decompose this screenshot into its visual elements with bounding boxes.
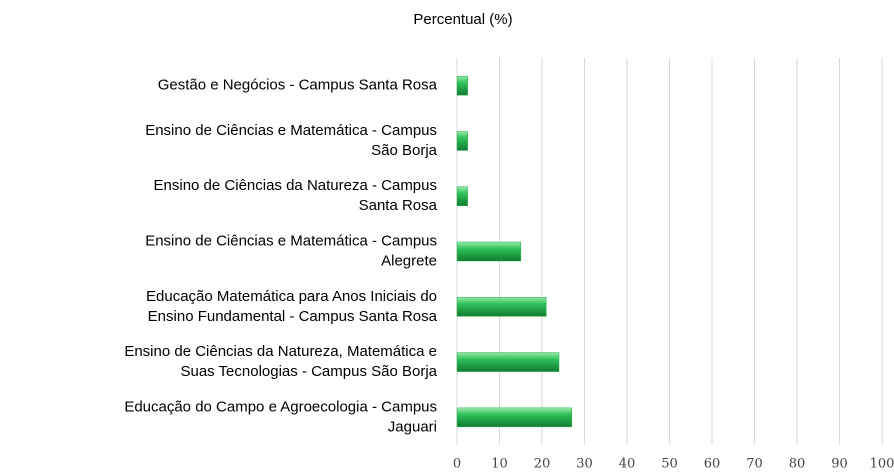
bar [456, 241, 521, 262]
x-tick-label: 20 [534, 457, 551, 472]
label-line: Ensino de Ciências da Natureza, Matemáti… [124, 343, 437, 360]
x-tick-label: 100 [870, 457, 894, 472]
x-tick-label: 70 [746, 457, 763, 472]
label-line: São Borja [371, 142, 438, 159]
label-line: Suas Tecnologias - Campus São Borja [180, 363, 437, 380]
bar [456, 407, 572, 428]
x-tick-label: 90 [831, 457, 848, 472]
x-tick-label: 80 [789, 457, 806, 472]
y-tick-label: Educação Matemática para Anos Iniciais d… [146, 288, 438, 325]
x-tick-label: 50 [661, 457, 678, 472]
y-tick-label: Ensino de Ciências da Natureza - Campus S… [154, 177, 438, 214]
y-tick-label: Educação do Campo e Agroecologia - Campu… [124, 398, 437, 435]
label-line: Educação Matemática para Anos Iniciais d… [146, 288, 437, 305]
x-tick-label: 0 [453, 457, 461, 472]
label-line: Alegrete [381, 252, 437, 269]
bar [456, 297, 547, 317]
chart-title: Percentual (%) [413, 11, 512, 28]
label-line: Jaguari [388, 418, 437, 435]
label-line: Santa Rosa [359, 197, 438, 214]
y-tick-label: Ensino de Ciências da Natureza, Matemáti… [124, 343, 437, 380]
x-tick-label: 60 [704, 457, 721, 472]
y-tick-label: Gestão e Negócios - Campus Santa Rosa [158, 77, 438, 94]
x-tick-label: 10 [491, 457, 508, 472]
label-line: Ensino de Ciências e Matemática - Campus [145, 122, 437, 139]
bar [456, 75, 468, 96]
label-line: Gestão e Negócios - Campus Santa Rosa [158, 77, 438, 94]
x-tick-label: 30 [576, 457, 593, 472]
bar [456, 186, 468, 206]
label-line: Educação do Campo e Agroecologia - Campu… [124, 398, 437, 415]
label-line: Ensino Fundamental - Campus Santa Rosa [148, 308, 438, 325]
y-tick-label: Ensino de Ciências e Matemática - Campus… [145, 122, 437, 159]
bar [456, 352, 560, 372]
bar [456, 131, 468, 151]
y-tick-label: Ensino de Ciências e Matemática - Campus… [145, 232, 437, 269]
label-line: Ensino de Ciências e Matemática - Campus [145, 232, 437, 249]
x-tick-label: 40 [619, 457, 636, 472]
label-line: Ensino de Ciências da Natureza - Campus [154, 177, 437, 194]
